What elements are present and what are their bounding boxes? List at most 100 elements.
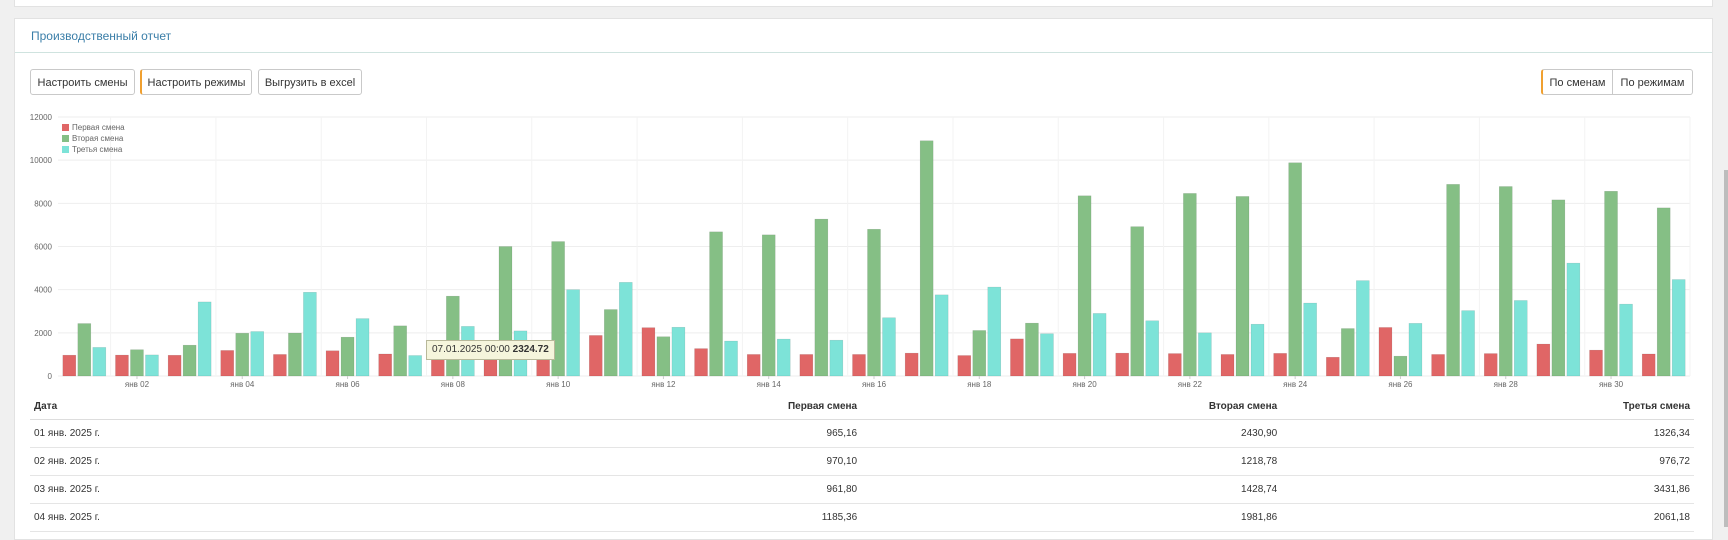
table-row: 01 янв. 2025 г. 965,16 2430,90 1326,34 — [30, 419, 1694, 448]
bar-2 — [1130, 226, 1144, 377]
tooltip-date: 07.01.2025 00:00 — [432, 344, 510, 355]
bar-2 — [1604, 190, 1618, 377]
view-by-modes-button[interactable]: По режимам — [1613, 69, 1693, 95]
bar-2 — [1341, 328, 1355, 377]
x-tick-label: янв 08 — [441, 380, 466, 389]
bar-3 — [829, 339, 844, 377]
cell-date: 04 янв. 2025 г. — [30, 503, 437, 532]
bar-2 — [1025, 322, 1039, 377]
x-tick-label: янв 20 — [1073, 380, 1098, 389]
bar-3 — [671, 326, 686, 377]
bar-3 — [987, 286, 1002, 377]
x-tick-label: янв 28 — [1494, 380, 1519, 389]
bar-3 — [1461, 310, 1475, 377]
table-row: 03 янв. 2025 г. 961,80 1428,74 3431,86 — [30, 475, 1694, 504]
bar-1 — [746, 354, 761, 377]
bar-1 — [1168, 353, 1182, 377]
cell-third-shift: 1326,34 — [1281, 419, 1694, 448]
table-row: 04 янв. 2025 г. 1185,36 1981,86 2061,18 — [30, 503, 1694, 532]
cell-date: 03 янв. 2025 г. — [30, 475, 437, 504]
cell-date: 01 янв. 2025 г. — [30, 419, 437, 448]
cell-second-shift: 2430,90 — [861, 419, 1282, 448]
top-panel-edge — [14, 0, 1713, 7]
y-tick-label: 2000 — [34, 329, 52, 338]
bar-3 — [934, 294, 949, 377]
bar-1 — [1536, 343, 1551, 377]
bar-2 — [1446, 184, 1460, 377]
bar-2 — [1183, 193, 1197, 377]
cell-first-shift: 961,80 — [436, 475, 862, 504]
header-first-shift[interactable]: Первая смена — [436, 393, 862, 420]
x-tick-label: янв 16 — [862, 380, 887, 389]
header-third-shift[interactable]: Третья смена — [1281, 393, 1694, 420]
bar-1 — [589, 335, 603, 377]
bar-2 — [1551, 199, 1566, 377]
bar-1 — [641, 327, 656, 377]
cell-first-shift: 965,16 — [436, 419, 862, 448]
legend-label-series2: Вторая смена — [72, 134, 124, 143]
legend-swatch-series3 — [62, 146, 69, 153]
bar-3 — [882, 317, 896, 377]
chart-tooltip: 07.01.2025 00:00 2324.72 — [426, 340, 555, 360]
bar-1 — [1483, 353, 1498, 377]
bar-1 — [799, 354, 814, 377]
cell-third-shift: 976,72 — [1281, 447, 1694, 476]
legend-label-series3: Третья смена — [72, 145, 123, 154]
bar-1 — [115, 354, 129, 377]
x-tick-label: янв 18 — [967, 380, 992, 389]
y-tick-label: 12000 — [30, 113, 53, 122]
configure-modes-button[interactable]: Настроить режимы — [140, 69, 252, 95]
bar-2 — [235, 332, 250, 377]
configure-shifts-button[interactable]: Настроить смены — [30, 69, 135, 95]
panel-divider — [15, 52, 1712, 53]
bar-3 — [566, 289, 580, 377]
bar-1 — [1589, 349, 1603, 377]
header-date[interactable]: Дата — [30, 393, 437, 420]
bar-3 — [1619, 303, 1633, 377]
bar-2 — [1235, 196, 1250, 377]
bar-1 — [167, 354, 182, 377]
bar-1 — [694, 348, 708, 377]
bar-3 — [145, 354, 159, 377]
bar-3 — [1513, 300, 1528, 377]
bar-3 — [1303, 302, 1317, 377]
bar-2 — [919, 140, 934, 377]
bar-3 — [776, 338, 791, 377]
bar-1 — [852, 354, 866, 377]
bar-2 — [340, 336, 355, 377]
cell-date: 02 янв. 2025 г. — [30, 447, 437, 476]
bar-1 — [1378, 327, 1393, 377]
bar-3 — [1566, 262, 1581, 377]
page-scrollbar[interactable] — [1724, 170, 1728, 527]
x-tick-label: янв 06 — [335, 380, 360, 389]
legend-item-series3: Третья смена — [62, 144, 125, 155]
cell-first-shift: 970,10 — [436, 447, 862, 476]
cell-second-shift: 1428,74 — [861, 475, 1282, 504]
cell-second-shift: 1218,78 — [861, 447, 1282, 476]
export-excel-button[interactable]: Выгрузить в excel — [258, 69, 362, 95]
bar-1 — [904, 352, 919, 377]
bar-2 — [604, 309, 618, 377]
bar-2 — [761, 234, 776, 377]
y-tick-label: 4000 — [34, 286, 52, 295]
x-tick-label: янв 02 — [125, 380, 150, 389]
bar-1 — [1220, 354, 1235, 377]
bar-3 — [250, 331, 265, 377]
bar-2 — [867, 228, 881, 377]
bar-1 — [1062, 353, 1077, 377]
bar-1 — [957, 355, 972, 377]
bar-2 — [814, 218, 829, 377]
bar-1 — [273, 354, 287, 377]
legend-swatch-series1 — [62, 124, 69, 131]
header-second-shift[interactable]: Вторая смена — [861, 393, 1282, 420]
bar-2 — [182, 344, 197, 377]
table-header-row: Дата Первая смена Вторая смена Третья см… — [30, 393, 1694, 420]
legend-label-series1: Первая смена — [72, 123, 125, 132]
bar-3 — [1198, 332, 1212, 377]
bar-2 — [446, 295, 460, 377]
view-by-shifts-button[interactable]: По сменам — [1541, 69, 1613, 95]
bar-3 — [92, 347, 107, 377]
y-tick-label: 6000 — [34, 243, 52, 252]
bar-3 — [355, 318, 370, 377]
legend-swatch-series2 — [62, 135, 69, 142]
